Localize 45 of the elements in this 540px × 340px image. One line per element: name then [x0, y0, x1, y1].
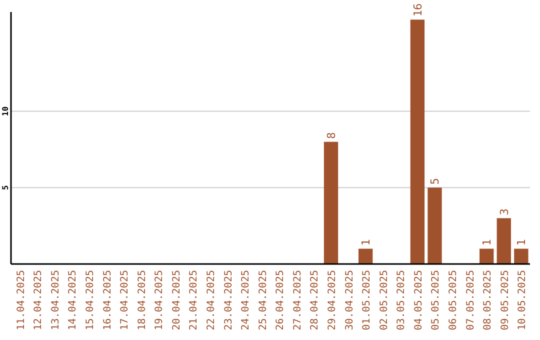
x-tick-label: 19.04.2025: [154, 270, 166, 330]
x-tick-label: 25.04.2025: [258, 270, 269, 330]
bar: [358, 248, 373, 264]
x-tick-label: 04.05.2025: [413, 270, 424, 330]
bar: [480, 248, 494, 264]
x-tick-label: 28.04.2025: [310, 270, 321, 330]
x-tick-label: 17.04.2025: [120, 270, 131, 330]
x-tick-label: 11.04.2025: [16, 270, 27, 330]
x-tick-label: 14.04.2025: [68, 270, 79, 330]
x-tick-label: 20.04.2025: [171, 270, 182, 330]
x-tick-label: 02.05.2025: [378, 270, 390, 330]
data-label: 3: [498, 208, 511, 216]
x-tick-label: 29.04.2025: [327, 270, 338, 330]
data-label: 16: [411, 3, 424, 17]
x-tick-label: 12.04.2025: [33, 270, 44, 330]
x-tick-label: 26.04.2025: [275, 270, 286, 330]
x-tick-label: 21.04.2025: [188, 270, 200, 330]
data-label: 1: [480, 239, 494, 246]
x-tick-label: 07.05.2025: [465, 270, 476, 330]
x-tick-label: 05.05.2025: [430, 270, 442, 330]
x-tick-label: 13.04.2025: [50, 270, 62, 330]
x-tick-label: 27.04.2025: [292, 270, 304, 330]
x-tick-label: 18.04.2025: [136, 270, 148, 330]
data-label: 8: [325, 132, 338, 139]
y-tick-label: 10: [1, 106, 10, 116]
x-tick-label: 22.04.2025: [206, 270, 217, 330]
bar: [496, 218, 511, 264]
x-tick-label: 30.04.2025: [344, 270, 356, 330]
x-tick-label: 23.04.2025: [223, 270, 234, 330]
x-tick-label: 03.05.2025: [396, 270, 408, 330]
x-tick-label: 10.05.2025: [517, 270, 528, 330]
bar: [410, 20, 425, 264]
x-tick-label: 15.04.2025: [84, 270, 96, 330]
data-label: 1: [515, 239, 528, 246]
bar: [324, 142, 338, 264]
x-tick-label: 08.05.2025: [482, 270, 494, 330]
x-tick-label: 24.04.2025: [240, 270, 252, 330]
data-label: 5: [428, 178, 442, 185]
x-tick-label: 09.05.2025: [500, 270, 511, 330]
x-tick-label: 06.05.2025: [448, 270, 460, 330]
x-tick-label: 16.04.2025: [102, 270, 114, 330]
data-label: 1: [360, 239, 373, 246]
x-tick-label: 01.05.2025: [362, 270, 373, 330]
bar: [428, 188, 442, 264]
bar: [514, 248, 528, 264]
